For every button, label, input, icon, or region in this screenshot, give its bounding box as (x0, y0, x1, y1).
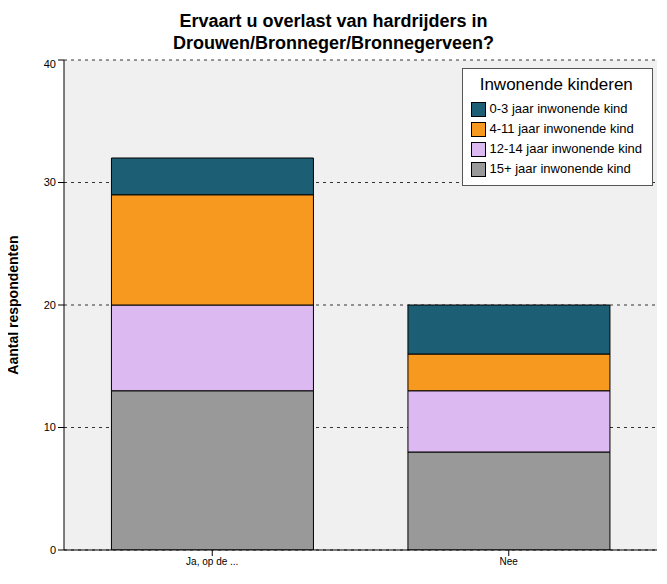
svg-text:Aantal respondenten: Aantal respondenten (8, 235, 21, 374)
html-text:15+ jaar inwonende kind: 15+ jaar inwonende kind (489, 161, 631, 176)
html-text:12-14 jaar inwonende kind: 12-14 jaar inwonende kind (489, 141, 642, 156)
svg-text:40: 40 (44, 58, 56, 70)
svg-text:30: 30 (44, 176, 56, 188)
svg-text:20: 20 (44, 299, 56, 311)
svg-text:Nee: Nee (500, 556, 519, 567)
html-text:Ervaart u overlast van hardrij: Ervaart u overlast van hardrijders in Dr… (173, 11, 494, 53)
html-text:4-11 jaar inwonende kind: 4-11 jaar inwonende kind (489, 121, 634, 136)
svg-text:0: 0 (50, 544, 56, 556)
svg-text:10: 10 (44, 421, 56, 433)
html-text:0-3 jaar inwonende kind: 0-3 jaar inwonende kind (489, 101, 628, 116)
html-text:Inwonende kinderen: Inwonende kinderen (479, 75, 633, 94)
svg-text:Ja, op de ...: Ja, op de ... (186, 556, 238, 567)
